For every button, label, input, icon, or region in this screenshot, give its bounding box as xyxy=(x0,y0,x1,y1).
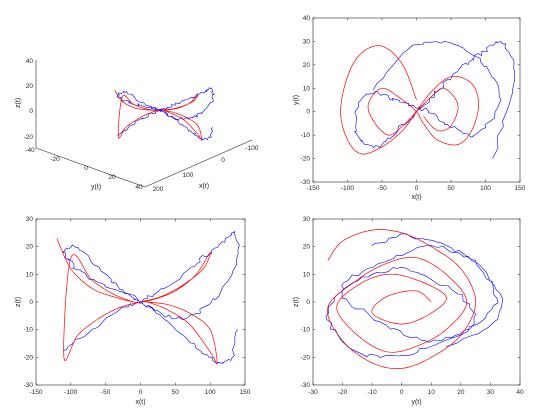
x-tick-label: -30 xyxy=(308,389,318,396)
x-tick-label: -10 xyxy=(367,389,377,396)
y-tick-label: 30 xyxy=(26,216,34,223)
z-tick-label: 40 xyxy=(26,58,34,65)
x-tick-label: -50 xyxy=(377,185,387,192)
x-axis-label: x(t) xyxy=(135,399,145,406)
y-tick-label: -10 xyxy=(24,327,34,334)
y-tick-label: 10 xyxy=(303,271,311,278)
series-blue-trace xyxy=(117,87,215,141)
series-blue-trace xyxy=(62,230,240,364)
series-red-trace xyxy=(114,89,202,140)
y-tick-label: -30 xyxy=(301,382,311,389)
z-tick-label: -20 xyxy=(24,134,34,141)
x-tick-label: -100 xyxy=(64,389,77,396)
series-blue-trace xyxy=(325,233,504,358)
x-tick-label: -100 xyxy=(245,145,258,152)
x-tick-label: 0 xyxy=(400,389,404,396)
x-tick-label: -150 xyxy=(29,389,42,396)
y-axis-label: z(t) xyxy=(15,297,22,307)
x-tick-label: 100 xyxy=(205,389,216,396)
y-tick-label: 30 xyxy=(303,216,311,223)
y-tick-label: -20 xyxy=(301,354,311,361)
y-tick-label: 20 xyxy=(303,244,311,251)
y-tick-label: -10 xyxy=(301,327,311,334)
y-tick-label: 0 xyxy=(84,165,88,172)
y-tick-label: 10 xyxy=(26,271,34,278)
y-tick-label: -10 xyxy=(301,132,311,139)
x-tick-label: 50 xyxy=(447,185,455,192)
y-tick-label: 20 xyxy=(303,62,311,69)
y-tick-label: 20 xyxy=(108,174,116,181)
series-red-trace xyxy=(56,238,218,365)
x-tick-label: 30 xyxy=(487,389,495,396)
panel-xy-traces xyxy=(340,40,515,159)
y-axis-label: y(t) xyxy=(293,95,300,105)
y-tick-label: 0 xyxy=(306,109,310,116)
y-tick-label: 20 xyxy=(26,244,34,251)
panel-yz: -30 -20 -10 0 10 20 30 40 y(t) -30 -20 -… xyxy=(293,216,524,406)
panel-xz: -150 -100 -50 0 50 100 150 x(t) -30 -20 … xyxy=(15,216,251,406)
y-tick-label: -40 xyxy=(25,147,35,154)
x-tick-label: 200 xyxy=(153,186,164,193)
series-blue-trace xyxy=(354,40,515,159)
x-tick-label: 0 xyxy=(221,157,225,164)
x-axis-label: x(t) xyxy=(411,194,421,201)
z-tick-label: 20 xyxy=(26,83,34,90)
x-tick-label: 10 xyxy=(428,389,436,396)
x-tick-label: 50 xyxy=(172,389,180,396)
y-axis-label: z(t) xyxy=(293,297,300,307)
x-axis-label: y(t) xyxy=(411,399,421,406)
x-tick-label: 20 xyxy=(457,389,465,396)
panel-yz-tick-marks xyxy=(312,218,521,386)
panel-xy: -150 -100 -50 0 50 100 150 x(t) -30 -20 … xyxy=(293,15,526,201)
y-tick-label: 0 xyxy=(29,299,33,306)
series-red-trace xyxy=(340,45,479,155)
y-tick-label: 40 xyxy=(303,15,311,22)
panel-3d-traces xyxy=(114,87,215,141)
y-tick-label: -20 xyxy=(50,156,60,163)
y-axis-label: y(t) xyxy=(91,184,101,191)
panel-yz-axes-box xyxy=(312,218,521,386)
x-tick-label: -100 xyxy=(341,185,354,192)
x-axis-label: x(t) xyxy=(199,183,209,190)
x-tick-label: 40 xyxy=(516,389,524,396)
panel-xy-tick-marks xyxy=(312,17,521,183)
panel-3d: 40 20 0 -20 z(t) -40 -20 0 20 40 y(t) 20… xyxy=(15,58,259,193)
x-tick-label: -50 xyxy=(101,389,111,396)
x-tick-label: 0 xyxy=(415,185,419,192)
y-tick-label: -30 xyxy=(24,382,34,389)
x-tick-label: -20 xyxy=(338,389,348,396)
y-tick-label: 10 xyxy=(303,85,311,92)
x-tick-label: 150 xyxy=(515,185,526,192)
y-tick-label: 0 xyxy=(306,299,310,306)
y-tick-label: -30 xyxy=(301,179,311,186)
panel-xz-traces xyxy=(56,230,240,365)
y-tick-label: -20 xyxy=(301,156,311,163)
panel-xz-tick-marks xyxy=(35,218,246,386)
y-tick-label: 30 xyxy=(303,38,311,45)
y-tick-label: -20 xyxy=(24,354,34,361)
y-tick-label: 40 xyxy=(135,184,143,191)
panel-3d-axes xyxy=(35,60,253,188)
series-red-trace xyxy=(327,229,476,369)
x-tick-label: 100 xyxy=(480,185,491,192)
x-tick-label: 150 xyxy=(240,389,251,396)
x-tick-label: 100 xyxy=(183,172,194,179)
x-tick-label: -150 xyxy=(306,185,319,192)
panel-yz-traces xyxy=(325,229,504,369)
x-tick-label: 0 xyxy=(139,389,143,396)
z-tick-label: 0 xyxy=(29,108,33,115)
z-axis-label: z(t) xyxy=(15,98,22,108)
